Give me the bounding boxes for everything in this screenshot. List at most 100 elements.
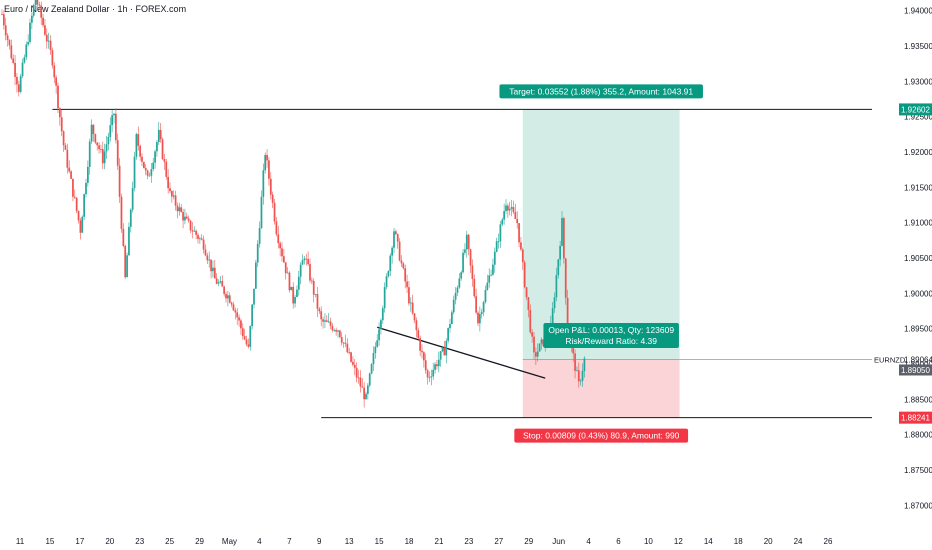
candle-body — [450, 312, 453, 324]
candle — [376, 334, 379, 349]
candle-body — [320, 311, 323, 320]
y-tick-label: 1.88000 — [904, 431, 932, 440]
candle — [200, 234, 203, 241]
candle — [383, 282, 386, 313]
candle-body — [49, 40, 52, 51]
candle-body — [128, 226, 130, 256]
candle — [523, 260, 526, 289]
target-label-bg — [499, 84, 703, 99]
candle-body — [254, 262, 257, 289]
candle — [240, 318, 242, 335]
candle-body — [228, 295, 231, 303]
candle-body — [523, 262, 526, 288]
candle — [508, 201, 511, 216]
candle-body — [73, 196, 76, 198]
candle-body — [282, 256, 285, 263]
candle — [464, 243, 466, 256]
candle-body — [120, 196, 123, 229]
candle — [156, 140, 158, 157]
candle — [2, 10, 5, 30]
candle — [437, 351, 440, 373]
candle — [581, 363, 584, 387]
candle — [310, 277, 313, 285]
candle — [505, 199, 507, 215]
candle — [449, 318, 451, 333]
candle-body — [424, 360, 427, 371]
candle-body — [150, 169, 153, 176]
candle-body — [365, 393, 367, 400]
candle — [53, 62, 56, 84]
candle — [202, 235, 205, 254]
candle — [96, 142, 99, 151]
candle — [301, 254, 304, 265]
target-zone[interactable] — [522, 109, 680, 360]
candle — [210, 259, 212, 279]
candle-body — [393, 231, 395, 248]
candle — [212, 260, 214, 278]
candle — [264, 152, 267, 174]
candle — [340, 332, 343, 346]
candle — [329, 317, 332, 330]
candle-body — [559, 245, 562, 260]
candle — [101, 141, 104, 169]
candle — [62, 130, 65, 152]
candle — [391, 245, 394, 264]
candle — [32, 3, 35, 18]
candle — [467, 233, 470, 256]
candle-body — [469, 249, 472, 266]
candle-body — [141, 156, 143, 162]
candle — [406, 274, 408, 294]
candle-body — [197, 234, 199, 239]
candle-body — [90, 124, 93, 142]
candle — [161, 137, 164, 161]
candle — [441, 346, 444, 353]
candle — [38, 1, 41, 10]
x-tick-label: 10 — [644, 537, 653, 546]
candle-body — [81, 216, 84, 233]
candle — [165, 158, 168, 180]
candle-body — [475, 296, 478, 313]
candle — [428, 371, 431, 382]
candle — [58, 107, 61, 126]
candle — [146, 169, 149, 180]
candle — [49, 35, 52, 55]
candle-body — [406, 281, 408, 288]
candle — [12, 54, 15, 65]
candle-body — [404, 268, 407, 282]
candle — [561, 211, 563, 247]
candle — [256, 240, 259, 268]
candle-body — [32, 4, 35, 16]
y-tick-label: 1.91000 — [904, 219, 932, 228]
candle-body — [8, 39, 11, 46]
target-label[interactable]: Target: 0.03552 (1.88%) 355.2, Amount: 1… — [499, 84, 703, 99]
candle-body — [88, 141, 91, 167]
x-tick-label: 24 — [794, 537, 803, 546]
candle — [299, 262, 302, 285]
candle — [98, 142, 100, 154]
candle — [402, 261, 405, 270]
x-tick-label: 7 — [287, 537, 292, 546]
trendline[interactable] — [377, 326, 546, 379]
candle-body — [422, 352, 425, 361]
candle-body — [322, 319, 324, 322]
candle-body — [279, 243, 282, 249]
candle — [269, 172, 272, 200]
candle — [551, 301, 554, 326]
candle-body — [251, 304, 254, 327]
candle-body — [135, 134, 138, 157]
candle — [286, 267, 289, 274]
stop-zone[interactable] — [522, 359, 680, 418]
candle — [314, 294, 317, 298]
candle — [294, 294, 296, 308]
candle — [450, 309, 453, 325]
candle — [40, 1, 43, 25]
candle-body — [411, 302, 414, 314]
candle-body — [275, 221, 278, 235]
candle-body — [60, 117, 63, 132]
candle-body — [225, 293, 227, 299]
pnl-label[interactable]: Open P&L: 0.00013, Qty: 123609Risk/Rewar… — [543, 322, 679, 348]
candle — [114, 108, 117, 144]
stop-label[interactable]: Stop: 0.00809 (0.43%) 80.9, Amount: 990 — [514, 428, 689, 443]
candle-body — [165, 161, 168, 177]
